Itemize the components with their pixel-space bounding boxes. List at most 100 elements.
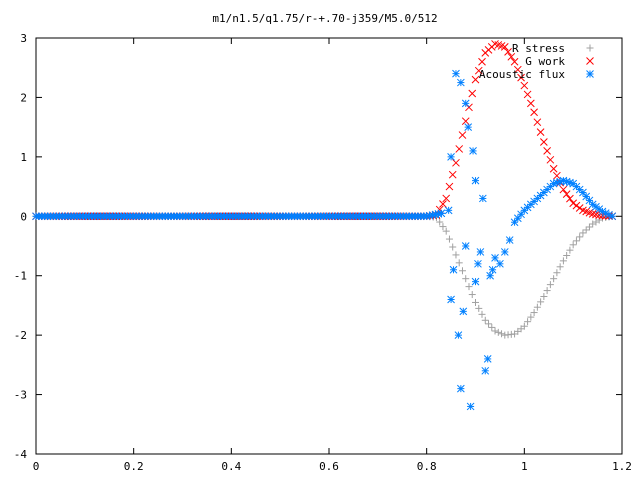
data-point (468, 291, 476, 299)
data-point (448, 170, 457, 179)
x-tick-label: 0.4 (221, 460, 241, 473)
data-point (452, 69, 460, 78)
data-point (563, 252, 571, 260)
y-tick-label: 0 (20, 210, 27, 223)
data-point (579, 229, 587, 237)
data-point (526, 99, 535, 108)
data-point (546, 281, 554, 289)
data-point (505, 236, 514, 244)
data-point (452, 158, 460, 167)
x-tick-label: 0 (33, 460, 40, 473)
data-point (527, 313, 535, 321)
data-point (540, 293, 548, 301)
data-point (471, 277, 480, 286)
x-tick-label: 1.2 (612, 460, 632, 473)
data-point (449, 243, 457, 251)
data-point (456, 78, 465, 87)
data-point (476, 248, 485, 256)
data-point (510, 57, 519, 66)
series-acoustic-flux (32, 69, 617, 411)
data-point (504, 48, 512, 56)
data-point (478, 310, 486, 318)
y-tick-label: -3 (14, 389, 27, 402)
data-point (592, 210, 600, 219)
data-point (442, 194, 451, 203)
legend-label: G work (525, 55, 565, 68)
data-point (494, 328, 502, 336)
data-point (530, 108, 538, 117)
data-point (536, 128, 545, 136)
data-point (442, 227, 450, 235)
data-point (576, 233, 584, 241)
data-point (474, 66, 483, 75)
data-point (500, 43, 509, 51)
data-point (481, 316, 489, 324)
legend-label: R stress (512, 42, 565, 55)
data-point (439, 200, 447, 208)
data-point (466, 402, 475, 411)
x-tick-label: 0.6 (319, 460, 339, 473)
data-point (523, 90, 532, 99)
data-point (533, 118, 542, 127)
data-point (569, 241, 577, 249)
data-point (566, 194, 574, 203)
data-point (447, 295, 455, 304)
data-point (572, 201, 581, 210)
y-tick-label: -2 (14, 329, 27, 342)
data-point (471, 75, 480, 84)
data-point (478, 194, 487, 203)
y-tick-label: -4 (14, 448, 28, 461)
data-point (517, 73, 525, 82)
data-point (500, 248, 509, 256)
data-point (543, 287, 551, 295)
data-point (459, 307, 468, 316)
data-point (486, 271, 495, 280)
data-point (569, 199, 578, 208)
data-point (496, 259, 504, 268)
data-point (452, 251, 460, 259)
data-point (520, 81, 529, 90)
legend-marker (586, 57, 594, 65)
data-point (488, 323, 496, 331)
data-point (582, 226, 590, 234)
legend-marker (586, 44, 594, 52)
chart-title: m1/n1.5/q1.75/r-+.70-j359/M5.0/512 (212, 12, 437, 25)
data-point (436, 218, 444, 226)
data-point (566, 246, 574, 254)
data-point (456, 384, 465, 393)
data-point (483, 355, 492, 363)
data-point (444, 206, 453, 215)
data-point (513, 65, 522, 74)
data-point (543, 147, 551, 155)
data-point (553, 171, 561, 180)
data-point (465, 283, 473, 291)
x-tick-label: 1 (521, 460, 528, 473)
data-point (524, 318, 532, 326)
data-point (553, 269, 561, 277)
data-point (455, 259, 463, 267)
data-point (533, 303, 541, 311)
data-point (608, 212, 617, 221)
data-point (546, 155, 555, 164)
data-point (491, 327, 499, 335)
legend-marker (586, 70, 594, 78)
data-point (550, 275, 558, 283)
data-point (559, 185, 568, 194)
data-point (439, 223, 447, 231)
y-tick-label: -1 (14, 270, 27, 283)
data-point (478, 57, 486, 66)
data-point (481, 366, 490, 375)
data-point (549, 164, 558, 173)
data-point (572, 237, 580, 245)
data-point (469, 147, 477, 155)
data-point (575, 204, 584, 212)
data-point (445, 235, 453, 243)
data-point (468, 89, 477, 98)
data-point (498, 330, 506, 338)
data-marks (32, 40, 617, 411)
data-point (530, 309, 538, 317)
data-point (491, 254, 499, 262)
y-tick-label: 2 (20, 91, 27, 104)
